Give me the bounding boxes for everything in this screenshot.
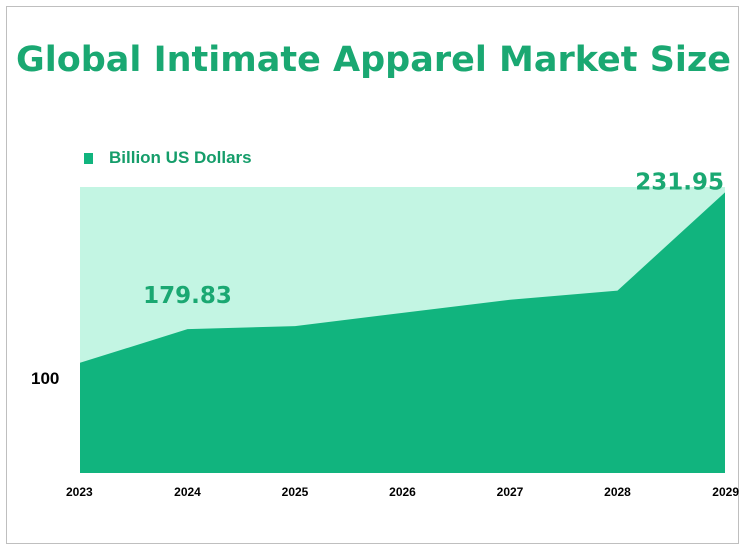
- y-tick-label: 100: [31, 369, 59, 388]
- legend: Billion US Dollars: [84, 148, 252, 168]
- data-label: 231.95: [635, 169, 724, 195]
- data-label: 179.83: [143, 283, 232, 309]
- x-tick-label: 2026: [389, 485, 416, 499]
- x-tick-label: 2025: [282, 485, 309, 499]
- area-series: [80, 192, 725, 473]
- legend-swatch: [84, 152, 93, 164]
- x-tick-label: 2029: [712, 485, 739, 499]
- x-tick-label: 2027: [497, 485, 524, 499]
- legend-label: Billion US Dollars: [109, 148, 252, 167]
- x-tick-label: 2023: [66, 485, 93, 499]
- x-tick-label: 2028: [604, 485, 631, 499]
- chart-title: Global Intimate Apparel Market Size: [15, 40, 732, 80]
- x-tick-label: 2024: [174, 485, 201, 499]
